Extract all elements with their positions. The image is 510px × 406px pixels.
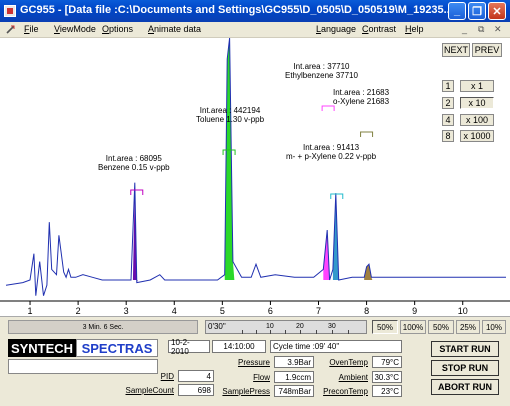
peak-label-mp-xylene: Int.area : 91413 m- + p-Xylene 0.22 v-ppb — [286, 143, 377, 161]
menu-help[interactable]: Help — [405, 24, 424, 34]
mdi-close-button[interactable]: ✕ — [494, 24, 502, 34]
mdi-restore-button[interactable]: ⧉ — [478, 24, 485, 34]
stop-run-button[interactable]: STOP RUN — [431, 360, 499, 376]
scale-x1000-button[interactable]: x 1000 — [460, 130, 494, 142]
x-tick-label: 7 — [316, 306, 321, 316]
title-bar: GC955 - [Data file :C:\Documents and Set… — [0, 0, 510, 22]
peak-label-benzene: Int.area : 68095 Benzene 0.15 v-ppb — [98, 154, 170, 172]
integration-marker — [321, 105, 335, 111]
pressure-label: Pressure — [237, 358, 270, 367]
scale-key-4[interactable]: 4 — [442, 114, 454, 126]
menu-file[interactable]: File — [24, 24, 39, 34]
scale-x1-button[interactable]: x 1 — [460, 80, 494, 92]
scroll-tick — [256, 330, 257, 334]
scale-key-2[interactable]: 2 — [442, 97, 454, 109]
scroll-tick — [285, 330, 286, 334]
ambient-value: 30.3°C — [372, 371, 402, 383]
integration-marker — [222, 149, 236, 155]
x-tick-label: 5 — [220, 306, 225, 316]
menu-viewmode[interactable]: ViewMode — [54, 24, 96, 34]
minimize-button[interactable]: _ — [448, 2, 466, 20]
pid-label: PID — [160, 372, 174, 381]
time-scrollbar[interactable]: 0'30" 10 20 30 — [205, 320, 367, 334]
ambient-label: Ambient — [338, 373, 368, 382]
pressure-value: 3.9Bar — [274, 356, 314, 368]
document-icon[interactable] — [6, 25, 15, 34]
next-button[interactable]: NEXT — [442, 43, 470, 57]
menu-language[interactable]: Language — [316, 24, 357, 34]
mdi-minimize-button[interactable]: _ — [462, 24, 468, 34]
scroll-tick — [270, 330, 271, 334]
control-panel: SYNTECH SPECTRAS 10-2-2010 14:10:00 Cycl… — [0, 336, 510, 406]
close-button[interactable]: ✕ — [488, 2, 506, 20]
integration-marker — [330, 193, 344, 199]
precontemp-value: 23°C — [372, 385, 402, 397]
x-tick-label: 1 — [28, 306, 33, 316]
pid-value: 4 — [178, 370, 214, 382]
x-tick-label: 4 — [172, 306, 177, 316]
start-run-button[interactable]: START RUN — [431, 341, 499, 357]
integration-marker — [130, 189, 144, 195]
time-field: 14:10:00 — [212, 340, 266, 353]
zoom-100-button[interactable]: 100% — [400, 320, 426, 334]
menu-options[interactable]: Options — [102, 24, 134, 34]
menu-bar: File ViewMode Options Animate data Langu… — [0, 22, 510, 38]
app-icon[interactable] — [4, 5, 16, 17]
chromatogram-chart: 1 2 3 4 5 6 7 8 9 10 — [0, 38, 510, 316]
x-tick-label: 3 — [124, 306, 129, 316]
peak-label-toluene: Int.area : 442194 Toluene 1.30 v-ppb — [196, 106, 265, 124]
peak-fill — [364, 264, 373, 280]
scroll-mark: 20 — [296, 323, 304, 330]
menu-contrast[interactable]: Contrast — [362, 24, 397, 34]
peak-label-ethylbenzene: Int.area : 37710 Ethylbenzene 37710 — [285, 62, 358, 80]
x-tick-label: 2 — [76, 306, 81, 316]
scale-x10-button[interactable]: x 10 — [460, 97, 494, 109]
window-title: GC955 - [Data file :C:\Documents and Set… — [20, 4, 450, 16]
status-strip: 3 Min. 6 Sec. 0'30" 10 20 30 50% 100% 50… — [0, 316, 510, 336]
chromatogram-line — [5, 38, 506, 296]
flow-value: 1.9ccm — [274, 371, 314, 383]
scroll-tick — [348, 330, 349, 334]
scroll-mark: 10 — [266, 323, 274, 330]
scroll-start-label: 0'30" — [208, 322, 226, 331]
x-tick-label: 6 — [268, 306, 273, 316]
elapsed-time: 3 Min. 6 Sec. — [8, 320, 198, 334]
scale-x100-button[interactable]: x 100 — [460, 114, 494, 126]
scale-key-1[interactable]: 1 — [442, 80, 454, 92]
scroll-tick — [242, 330, 243, 334]
date-field: 10-2-2010 — [168, 338, 210, 356]
message-box — [8, 359, 158, 374]
menu-animate-data[interactable]: Animate data — [148, 24, 202, 34]
peak-label-o-xylene: Int.area : 21683 o-Xylene 21683 — [333, 88, 390, 106]
prev-button[interactable]: PREV — [472, 43, 502, 57]
scroll-tick — [316, 330, 317, 334]
samplecount-label: SampleCount — [125, 386, 174, 395]
scroll-mark: 30 — [328, 323, 336, 330]
scroll-tick — [332, 330, 333, 334]
x-tick-label: 10 — [458, 306, 468, 316]
oventemp-label: OvenTemp — [329, 358, 368, 367]
samplecount-value: 698 — [178, 384, 214, 396]
spectras-logo: SPECTRAS — [76, 339, 158, 357]
maximize-button[interactable]: ❐ — [468, 2, 486, 20]
precontemp-label: PreconTemp — [323, 387, 368, 396]
samplepress-label: SamplePress — [222, 387, 270, 396]
x-tick-label: 9 — [412, 306, 417, 316]
scale-key-8[interactable]: 8 — [442, 130, 454, 142]
scroll-tick — [300, 330, 301, 334]
zoom-10-button[interactable]: 10% — [482, 320, 506, 334]
zoom-25-button[interactable]: 25% — [456, 320, 480, 334]
abort-run-button[interactable]: ABORT RUN — [431, 379, 499, 395]
zoom-50-button-2[interactable]: 50% — [428, 320, 454, 334]
oventemp-value: 79°C — [372, 356, 402, 368]
x-tick-label: 8 — [364, 306, 369, 316]
chromatogram-plot: 1 2 3 4 5 6 7 8 9 10 Int.area : 68095 Benzene 0.15… — [0, 38, 510, 316]
syntech-logo: SYNTECH — [8, 339, 76, 357]
cycle-time-field: Cycle time :09' 40" — [270, 340, 402, 353]
zoom-50-button[interactable]: 50% — [372, 320, 398, 334]
flow-label: Flow — [253, 373, 270, 382]
integration-marker — [360, 131, 374, 137]
samplepress-value: 748mBar — [274, 385, 314, 397]
